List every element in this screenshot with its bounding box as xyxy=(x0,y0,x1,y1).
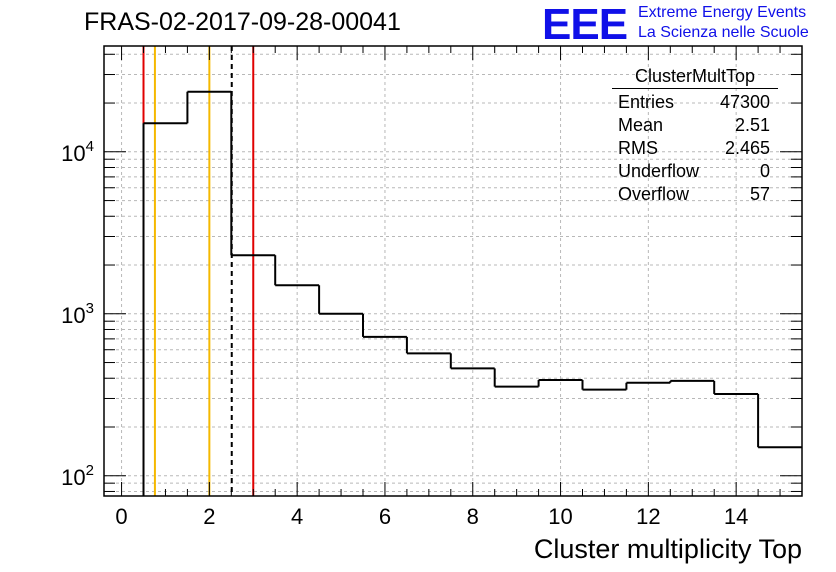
stats-label: Underflow xyxy=(618,161,700,181)
x-tick-label: 2 xyxy=(203,504,215,529)
x-tick-label: 8 xyxy=(467,504,479,529)
marker-lines-layer xyxy=(142,46,255,496)
x-tick-label: 12 xyxy=(636,504,660,529)
stats-value: 47300 xyxy=(719,92,770,112)
eee-logo-icon: EEE xyxy=(542,0,628,49)
frame-layer xyxy=(103,45,803,497)
stats-row-rms: RMS 2.465 xyxy=(612,137,778,160)
stats-label: Overflow xyxy=(618,184,690,204)
x-tick-label: 4 xyxy=(291,504,303,529)
y-tick-base: 10 xyxy=(61,465,85,490)
y-tick-exponent: 3 xyxy=(86,300,94,317)
y-tick-label: 102 xyxy=(61,462,94,490)
stats-row-entries: Entries 47300 xyxy=(612,91,778,114)
y-tick-base: 10 xyxy=(61,141,85,166)
stats-value: 2.51 xyxy=(734,115,770,135)
stats-row-underflow: Underflow 0 xyxy=(612,160,778,183)
stats-label: Entries xyxy=(618,92,675,112)
grid-layer xyxy=(104,46,802,496)
x-tick-label: 6 xyxy=(379,504,391,529)
x-tick-label: 10 xyxy=(548,504,572,529)
stats-label: RMS xyxy=(618,138,658,158)
x-axis-title: Cluster multiplicity Top xyxy=(533,534,802,564)
logo-line-2: La Scienza nelle Scuole xyxy=(638,24,809,41)
chart-title: FRAS-02-2017-09-28-00041 xyxy=(84,8,401,36)
stats-value: 0 xyxy=(759,161,770,181)
stats-row-overflow: Overflow 57 xyxy=(612,183,778,206)
x-tick-label: 0 xyxy=(115,504,127,529)
ticks-layer xyxy=(104,46,802,496)
plot-frame xyxy=(103,45,803,497)
stats-box-title: ClusterMultTop xyxy=(612,66,778,89)
histogram-layer xyxy=(142,90,802,496)
y-tick-base: 10 xyxy=(61,303,85,328)
stats-value: 57 xyxy=(749,184,770,204)
stats-box: ClusterMultTop Entries 47300 Mean 2.51 R… xyxy=(612,66,778,206)
y-tick-label: 104 xyxy=(61,138,94,166)
x-tick-label: 14 xyxy=(724,504,748,529)
y-tick-label: 103 xyxy=(61,300,94,328)
logo-line-1: Extreme Energy Events xyxy=(638,4,807,21)
stats-label: Mean xyxy=(618,115,664,135)
stats-value: 2.465 xyxy=(724,138,770,158)
stats-row-mean: Mean 2.51 xyxy=(612,114,778,137)
y-tick-exponent: 4 xyxy=(86,138,94,155)
y-tick-exponent: 2 xyxy=(86,462,94,479)
